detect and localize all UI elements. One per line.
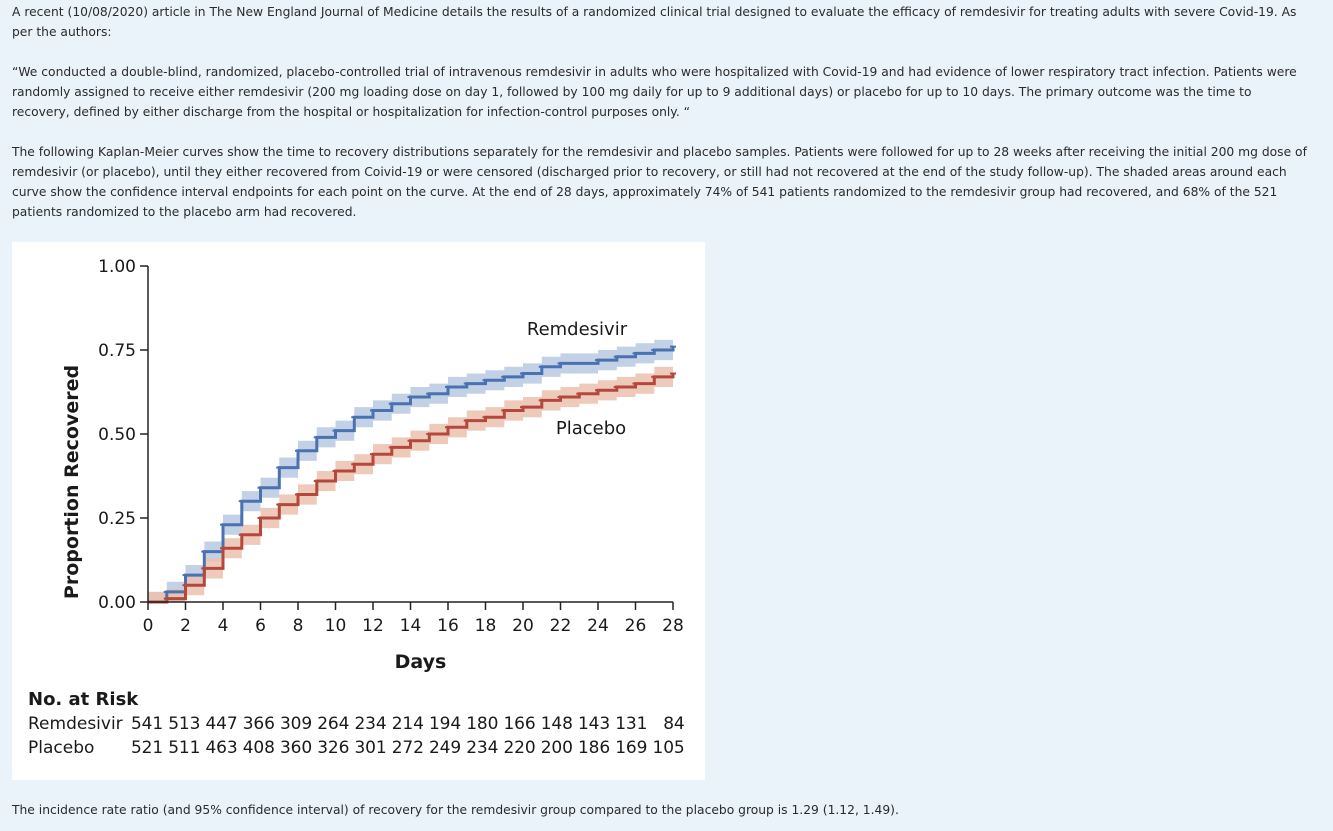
risk-row-remdesivir: Remdesivir 541 513 447 366 309 264 234 2… [28,712,685,736]
x-tick-label: 12 [362,616,384,636]
confidence-band-remdesivir [148,336,673,602]
x-tick-label: 14 [400,616,422,636]
conclusion-paragraph: The incidence rate ratio (and 95% confid… [12,803,899,817]
risk-table-title: No. at Risk [28,689,139,710]
y-tick-label: 0.25 [98,509,136,529]
x-tick-label: 18 [475,616,497,636]
y-axis-title: Proportion Recovered [61,365,83,599]
description-paragraph: The following Kaplan-Meier curves show t… [12,145,1307,219]
y-tick-label: 0.50 [98,425,136,445]
risk-row-values: 521 511 463 408 360 326 301 272 249 234 … [131,738,685,758]
x-axis-title: Days [395,651,447,673]
risk-row-values: 541 513 447 366 309 264 234 214 194 180 … [131,714,685,734]
x-tick-label: 22 [550,616,572,636]
x-tick-label: 24 [587,616,609,636]
risk-row-placebo: Placebo 521 511 463 408 360 326 301 272 … [28,736,685,760]
risk-row-label: Remdesivir [28,714,123,734]
x-tick-label: 0 [143,616,154,636]
x-tick-label: 4 [218,616,229,636]
x-tick-label: 26 [625,616,647,636]
x-tick-label: 6 [255,616,266,636]
y-tick-label: 1.00 [98,257,136,277]
recovery-curves [148,345,676,604]
x-tick-label: 20 [512,616,534,636]
intro-paragraph: A recent (10/08/2020) article in The New… [12,5,1297,39]
y-tick-label: 0.00 [98,593,136,613]
kaplan-meier-chart: 0.000.250.500.751.000 2 4 6 8 10 12 14 16 18 20 22 2… [61,257,684,673]
x-tick-label: 2 [180,616,191,636]
x-tick-label: 8 [293,616,304,636]
risk-row-label: Placebo [28,738,95,758]
curve-remdesivir [148,346,675,604]
chart-axes: 0.000.250.500.751.000 2 4 6 8 10 12 14 16 18 20 22 2… [98,257,684,636]
annotation-placebo: Placebo [556,418,626,439]
x-tick-label: 28 [662,616,684,636]
y-tick-label: 0.75 [98,341,136,361]
confidence-bands [148,336,673,602]
quote-paragraph: “We conducted a double-blind, randomized… [12,65,1297,119]
kaplan-meier-figure: 0.00 0.25 0.50 0.75 1.00 0 2 4 6 8 10 12 14 16 18 20 22 2… [12,242,705,780]
x-tick-label: 16 [437,616,459,636]
x-tick-label: 10 [325,616,347,636]
risk-table: No. at Risk Remdesivir 541 513 447 366 3… [28,688,685,760]
chart-labels: Days Proportion Recovered Remdesivir Placeb… [61,319,628,673]
annotation-remdesivir: Remdesivir [527,319,628,340]
